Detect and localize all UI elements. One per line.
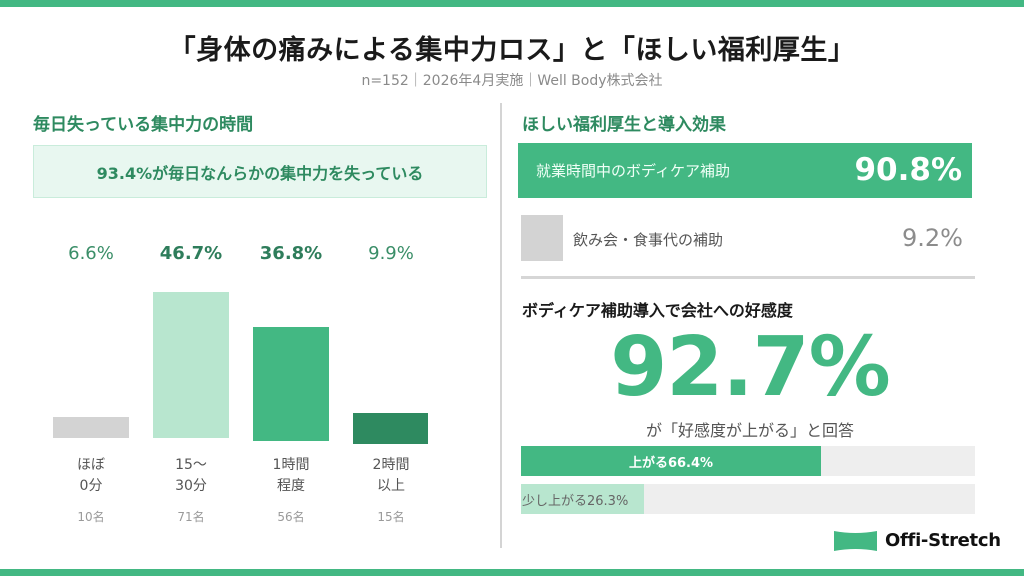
category-line: 30分 bbox=[175, 478, 207, 494]
favorability-heading: ボディケア補助導入で会社への好感度 bbox=[522, 301, 793, 320]
page-title: 「身体の痛みによる集中力ロス」と「ほしい福利厚生」 bbox=[168, 35, 856, 66]
category-line: 15〜 bbox=[175, 457, 207, 473]
favorability-big-value: 92.7% bbox=[610, 320, 890, 415]
bar-category-label: ほぼ 0分 bbox=[41, 455, 141, 497]
category-line: 程度 bbox=[277, 478, 305, 494]
bar-value-label: 46.7% bbox=[159, 243, 223, 264]
bar-category-label: 1時間 程度 bbox=[241, 455, 341, 497]
bar-value-label: 6.6% bbox=[68, 243, 114, 264]
brand-mark-icon bbox=[834, 530, 877, 551]
brand-name: Offi-Stretch bbox=[885, 530, 1001, 551]
bar-2hours-plus bbox=[353, 413, 428, 444]
favorability-bar-slightly-rises: 少し上がる26.3% bbox=[521, 484, 644, 514]
category-line: ほぼ bbox=[77, 457, 105, 473]
category-line: 0分 bbox=[79, 478, 103, 494]
category-line: 以上 bbox=[377, 478, 405, 494]
favorability-bar-rises: 上がる66.4% bbox=[521, 446, 821, 476]
benefit-option-drinks-swatch bbox=[521, 215, 563, 261]
top-accent-bar bbox=[0, 0, 1024, 7]
bar-count: 56名 bbox=[277, 510, 305, 524]
bar-count: 10名 bbox=[77, 510, 105, 524]
favorability-bar-track: 少し上がる26.3% bbox=[521, 484, 975, 514]
category-line: 1時間 bbox=[272, 457, 310, 473]
benefit-value: 90.8% bbox=[854, 152, 962, 188]
page-subtitle: n=152｜2026年4月実施｜Well Body株式会社 bbox=[361, 73, 663, 89]
focus-loss-highlight: 93.4%が毎日なんらかの集中力を失っている bbox=[33, 145, 487, 198]
bar-count: 15名 bbox=[377, 510, 405, 524]
bar-15-30min bbox=[153, 292, 229, 438]
bottom-accent-bar bbox=[0, 569, 1024, 576]
bar-value-label: 36.8% bbox=[259, 243, 323, 264]
bar-almost-zero bbox=[53, 417, 129, 438]
benefit-value: 9.2% bbox=[902, 224, 963, 252]
focus-loss-heading: 毎日失っている集中力の時間 bbox=[33, 115, 254, 135]
panel-divider bbox=[500, 103, 502, 548]
bar-category-label: 15〜 30分 bbox=[141, 455, 241, 497]
bar-1hour bbox=[253, 327, 329, 441]
benefits-heading: ほしい福利厚生と導入効果 bbox=[522, 115, 726, 135]
bar-category-label: 2時間 以上 bbox=[341, 455, 441, 497]
category-line: 2時間 bbox=[372, 457, 410, 473]
benefit-option-bodycare: 就業時間中のボディケア補助 90.8% bbox=[518, 143, 972, 198]
favorability-caption: が「好感度が上がる」と回答 bbox=[645, 421, 854, 440]
benefit-label: 就業時間中のボディケア補助 bbox=[536, 162, 730, 180]
brand-logo: Offi-Stretch bbox=[834, 530, 1001, 551]
bar-value-label: 9.9% bbox=[368, 243, 414, 264]
bar-count: 71名 bbox=[177, 510, 205, 524]
benefit-label: 飲み会・食事代の補助 bbox=[573, 231, 724, 249]
favorability-bar-track: 上がる66.4% bbox=[521, 446, 975, 476]
section-divider bbox=[521, 276, 975, 279]
